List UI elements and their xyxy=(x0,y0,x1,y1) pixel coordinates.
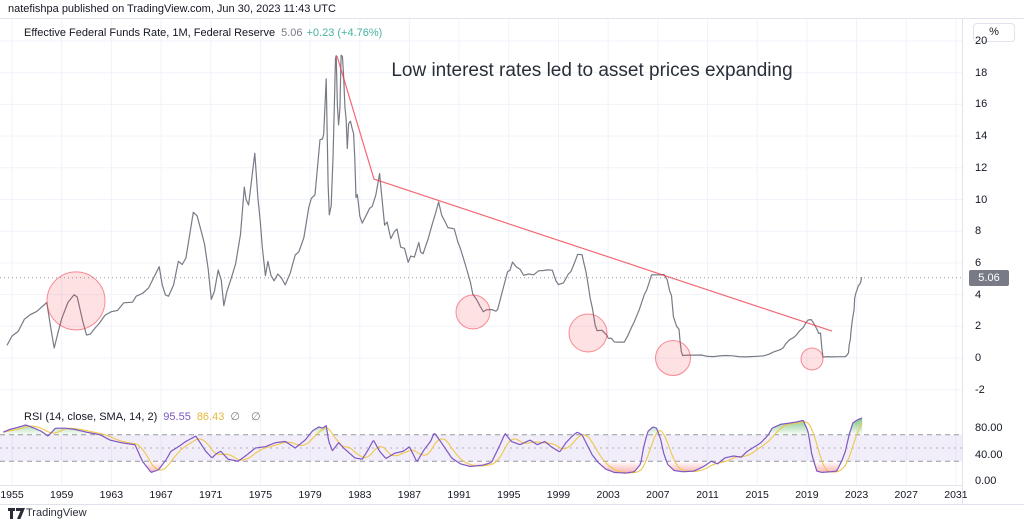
tradingview-logo-icon[interactable] xyxy=(8,508,25,519)
nuclear-explosion-image xyxy=(795,142,955,256)
rsi-tick-label: 40.00 xyxy=(975,448,1003,461)
year-tick-label: 2019 xyxy=(795,489,819,501)
year-tick-label: 2011 xyxy=(696,489,719,501)
year-tick-label: 1963 xyxy=(99,489,124,501)
year-tick-label: 2027 xyxy=(894,489,918,501)
chart-svg xyxy=(0,19,962,485)
footer-bar: TradingView xyxy=(0,504,1024,521)
rsi-overbought-fill xyxy=(3,417,863,436)
series-last-value: 5.06 xyxy=(281,27,303,39)
price-line xyxy=(6,54,863,358)
price-tick-label: 20 xyxy=(975,35,988,47)
main-chart-canvas[interactable]: Effective Federal Funds Rate, 1M, Federa… xyxy=(0,19,962,485)
series-change: +0.23 (+4.76%) xyxy=(306,27,383,39)
price-tick-label: -2 xyxy=(975,383,985,396)
price-tick-label: 2 xyxy=(975,320,982,333)
price-tick-label: 18 xyxy=(975,66,988,79)
price-tick-label: 14 xyxy=(975,130,988,143)
rsi-tick-label: 80.00 xyxy=(975,422,1003,435)
year-tick-label: 1975 xyxy=(248,489,273,501)
rsi-legend[interactable]: RSI (14, close, SMA, 14, 2) 95.55 86.43 ∅ ∅ xyxy=(24,410,265,423)
trend-line xyxy=(336,55,833,332)
highlight-circle xyxy=(455,294,491,330)
price-tick-label: 12 xyxy=(975,161,988,174)
price-tick-label: 0 xyxy=(975,352,982,364)
price-tick-label: 16 xyxy=(975,98,988,111)
chart-region: Effective Federal Funds Rate, 1M, Federa… xyxy=(0,18,1024,505)
published-info: natefishpa published on TradingView.com,… xyxy=(8,3,336,15)
price-tick-label: 10 xyxy=(975,193,988,206)
rsi-tick-label: 0.00 xyxy=(975,475,997,487)
tradingview-brand[interactable]: TradingView xyxy=(26,507,87,519)
year-tick-label: 1967 xyxy=(149,489,173,501)
percent-scale-button[interactable]: % xyxy=(973,23,1015,42)
price-scale[interactable]: % 20 18 16 14 12 10 8 6 4 2 0 -2 5.06 80.00 40.00 0.0… xyxy=(962,19,1024,505)
highlight-circle xyxy=(800,347,824,371)
rsi-empty-values: ∅ ∅ xyxy=(230,411,265,423)
rsi-title[interactable]: RSI (14, close, SMA, 14, 2) xyxy=(24,411,158,423)
year-tick-label: 1999 xyxy=(546,489,571,501)
highlight-circle xyxy=(46,271,106,331)
price-tick-label: 8 xyxy=(975,225,982,238)
year-tick-label: 1991 xyxy=(447,489,471,501)
year-tick-label: 2015 xyxy=(745,489,769,501)
highlight-circle xyxy=(568,313,608,353)
year-tick-label: 2031 xyxy=(944,489,968,501)
highlight-circle xyxy=(655,340,691,376)
series-title[interactable]: Effective Federal Funds Rate, 1M, Federa… xyxy=(24,27,276,39)
chart-annotation-text: Low interest rates led to asset prices e… xyxy=(391,60,793,81)
last-price-badge: 5.06 xyxy=(969,269,1009,286)
year-tick-label: 1979 xyxy=(298,489,322,501)
rsi-value: 95.55 xyxy=(163,411,191,423)
rsi-line xyxy=(3,417,863,474)
rsi-sma-value: 86.43 xyxy=(196,411,225,423)
price-tick-label: 6 xyxy=(975,256,982,269)
year-tick-label: 2023 xyxy=(844,489,869,501)
year-tick-label: 1987 xyxy=(397,489,422,501)
header-bar: natefishpa published on TradingView.com,… xyxy=(0,0,1024,18)
year-tick-label: 1955 xyxy=(0,489,24,501)
time-axis[interactable]: 1955 1959 1963 1967 1971 1975 1979 1983 1987 1991… xyxy=(0,485,968,505)
year-tick-label: 2003 xyxy=(596,489,620,501)
year-tick-label: 1959 xyxy=(49,489,74,501)
price-tick-label: 4 xyxy=(975,288,982,301)
year-tick-label: 2007 xyxy=(646,489,670,501)
year-tick-label: 1983 xyxy=(348,489,372,501)
year-tick-label: 1971 xyxy=(199,489,223,501)
series-legend[interactable]: Effective Federal Funds Rate, 1M, Federa… xyxy=(24,27,382,39)
year-tick-label: 1995 xyxy=(497,489,521,501)
